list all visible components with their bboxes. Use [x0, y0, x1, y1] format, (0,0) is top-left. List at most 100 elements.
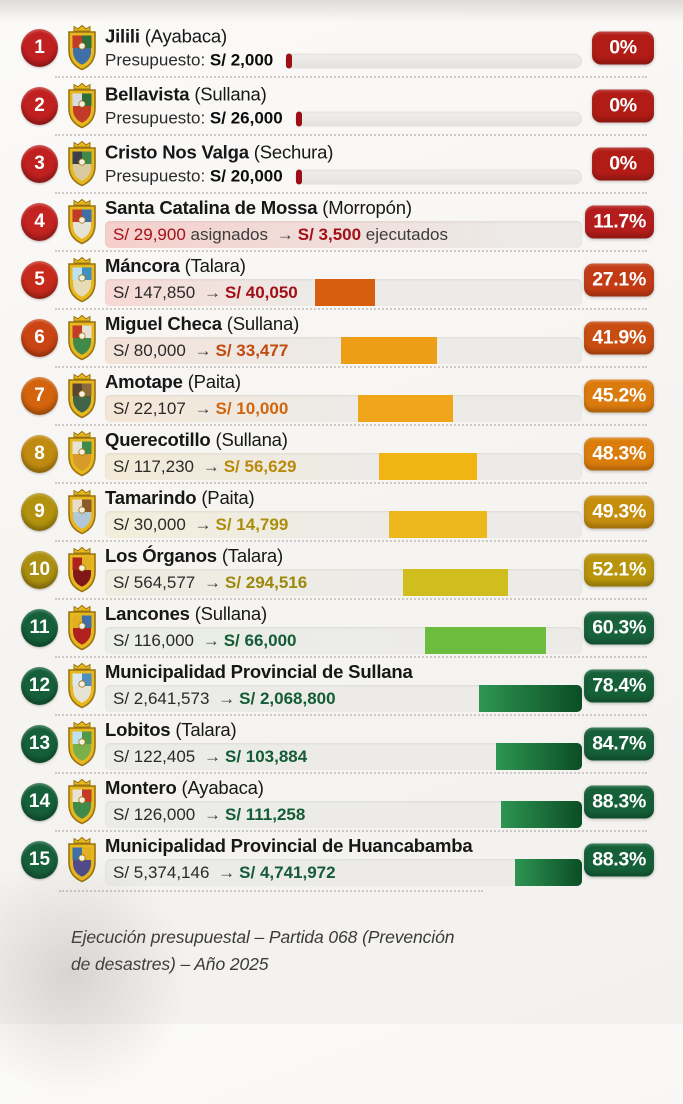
budget-assigned: S/ 2,641,573	[113, 689, 210, 708]
municipality-title: Máncora (Talara)	[105, 254, 582, 277]
percent-badge: 27.1%	[584, 263, 654, 297]
progress-bar: S/ 147,850 → S/ 40,050	[105, 279, 582, 306]
arrow-glyph: →	[194, 515, 212, 534]
budget-label: Presupuesto: S/ 26,000	[105, 109, 283, 129]
coat-of-arms-icon	[68, 314, 96, 361]
arrow-glyph: →	[203, 805, 221, 824]
municipality-name: Jilili	[105, 25, 140, 47]
rank-badge: 10	[21, 551, 58, 589]
budget-assigned: S/ 30,000	[113, 515, 186, 534]
budget-executed: S/ 56,629	[223, 457, 297, 476]
row-content: Cristo Nos Valga (Sechura) Presupuesto: …	[105, 141, 582, 188]
arrow-glyph: →	[218, 863, 236, 882]
row-separator	[55, 308, 647, 310]
rank-badge: 15	[21, 841, 58, 879]
province-label: (Morropón)	[317, 197, 412, 218]
rank-badge: 8	[21, 435, 58, 473]
municipality-title: Santa Catalina de Mossa (Morropón)	[105, 196, 582, 219]
municipality-title: Municipalidad Provincial de Sullana	[105, 660, 582, 683]
row-separator	[55, 482, 647, 484]
budget-line: S/ 22,107 → S/ 10,000	[105, 395, 582, 422]
table-row: 11 Lancones (Sullana) S/ 116,000 → S/ 66,…	[0, 599, 683, 658]
percent-badge: 0%	[592, 89, 654, 123]
progress-fill	[515, 859, 582, 886]
arrow-glyph: →	[202, 457, 220, 476]
municipality-name: Lancones	[105, 603, 190, 624]
progress-fill	[403, 569, 509, 596]
budget-executed: S/ 40,050	[224, 283, 298, 302]
rank-badge: 11	[21, 609, 58, 647]
municipality-name: Tamarindo	[105, 487, 197, 508]
row-content: Querecotillo (Sullana) S/ 117,230 → S/ 56…	[105, 428, 582, 480]
municipality-title: Amotape (Paita)	[105, 370, 582, 393]
municipality-name: Querecotillo	[105, 429, 211, 450]
municipality-title: Bellavista (Sullana)	[105, 83, 582, 106]
municipality-name: Miguel Checa	[105, 313, 222, 334]
municipality-title: Lobitos (Talara)	[105, 718, 582, 741]
progress-bar: S/ 564,577 → S/ 294,516	[105, 569, 582, 596]
budget-amounts: S/ 29,900 asignados → S/ 3,500 ejecutados	[105, 225, 448, 244]
rank-badge: 6	[21, 319, 58, 357]
province-label: (Ayabaca)	[176, 777, 264, 798]
table-row: 7 Amotape (Paita) S/ 22,107 → S/ 10,000	[0, 367, 683, 426]
percent-badge: 60.3%	[584, 611, 654, 645]
coat-of-arms-icon	[68, 720, 96, 767]
province-label: (Sullana)	[189, 603, 267, 624]
table-row: 8 Querecotillo (Sullana) S/ 117,230 → S/ …	[0, 425, 683, 484]
budget-line: S/ 147,850 → S/ 40,050	[105, 279, 582, 306]
arrow-glyph: →	[276, 225, 294, 244]
budget-assigned: S/ 29,900	[113, 225, 186, 244]
coat-of-arms-icon	[68, 662, 96, 709]
coat-of-arms-icon	[68, 372, 96, 419]
table-row: 12 Municipalidad Provincial de Sullana S…	[0, 657, 683, 716]
coat-of-arms-icon	[68, 778, 96, 825]
budget-amounts: S/ 122,405 → S/ 103,884	[105, 747, 307, 766]
row-separator	[55, 656, 647, 658]
budget-prefix: Presupuesto:	[105, 108, 206, 128]
budget-line: Presupuesto: S/ 20,000	[105, 166, 582, 188]
province-label: (Sullana)	[189, 83, 267, 105]
row-content: Jilili (Ayabaca) Presupuesto: S/ 2,000	[105, 25, 582, 72]
budget-label: Presupuesto: S/ 2,000	[105, 51, 273, 71]
municipality-name: Municipalidad Provincial de Sullana	[105, 661, 413, 682]
coat-of-arms-icon	[68, 430, 96, 477]
progress-bar: S/ 117,230 → S/ 56,629	[105, 453, 582, 480]
arrow-glyph: →	[218, 689, 236, 708]
budget-amounts: S/ 564,577 → S/ 294,516	[105, 573, 307, 592]
budget-line: S/ 5,374,146 → S/ 4,741,972	[105, 859, 582, 886]
municipality-title: Municipalidad Provincial de Huancabamba	[105, 834, 582, 857]
zero-progress-tick	[286, 53, 293, 68]
budget-assigned: S/ 147,850	[113, 283, 196, 302]
percent-badge: 48.3%	[584, 437, 654, 471]
row-separator	[55, 192, 647, 194]
budget-line: S/ 116,000 → S/ 66,000	[105, 627, 582, 654]
budget-executed: S/ 111,258	[224, 805, 306, 824]
budget-label: Presupuesto: S/ 20,000	[105, 167, 283, 187]
budget-amounts: S/ 5,374,146 → S/ 4,741,972	[105, 863, 336, 882]
coat-of-arms-icon	[68, 546, 96, 593]
row-content: Tamarindo (Paita) S/ 30,000 → S/ 14,799	[105, 486, 582, 538]
row-content: Municipalidad Provincial de Huancabamba …	[105, 834, 582, 886]
budget-line: S/ 126,000 → S/ 111,258	[105, 801, 582, 828]
table-row: 4 Santa Catalina de Mossa (Morropón) S/ …	[0, 193, 683, 252]
progress-track	[285, 53, 582, 68]
percent-badge: 41.9%	[584, 321, 654, 355]
progress-bar: S/ 116,000 → S/ 66,000	[105, 627, 582, 654]
province-label: (Ayabaca)	[139, 25, 227, 47]
footer-separator	[59, 890, 483, 892]
progress-fill	[341, 337, 437, 364]
province-label: (Sullana)	[210, 429, 288, 450]
row-content: Montero (Ayabaca) S/ 126,000 → S/ 111,258	[105, 776, 582, 828]
province-label: (Sullana)	[221, 313, 300, 334]
progress-fill	[479, 685, 582, 712]
budget-executed: S/ 3,500	[297, 225, 362, 244]
row-separator	[55, 76, 647, 78]
rank-badge: 13	[21, 725, 58, 763]
budget-amounts: S/ 117,230 → S/ 56,629	[105, 457, 297, 476]
budget-assigned: S/ 117,230	[113, 457, 194, 476]
municipality-name: Bellavista	[105, 83, 190, 105]
budget-prefix: Presupuesto:	[105, 50, 206, 70]
budget-executed: S/ 10,000	[215, 399, 289, 418]
executed-suffix: ejecutados	[361, 225, 449, 244]
progress-fill	[379, 453, 478, 480]
